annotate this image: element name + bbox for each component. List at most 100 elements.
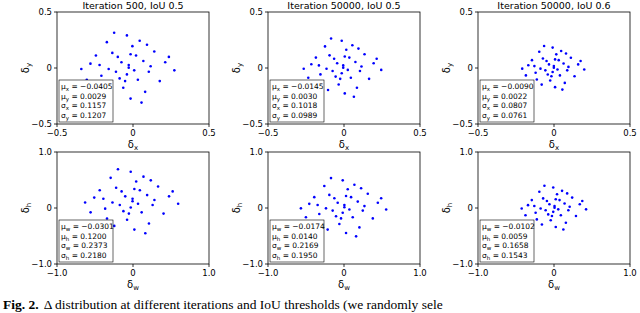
stats-text: σw = 0.1658 xyxy=(482,241,529,251)
point xyxy=(562,228,565,231)
x-axis-label: δw xyxy=(548,279,560,292)
point xyxy=(164,61,167,64)
point xyxy=(342,64,345,67)
stats-text: μx = −0.0145 xyxy=(272,82,324,92)
x-tick-label: 0 xyxy=(341,128,346,138)
point xyxy=(354,61,357,64)
stats-text: μh = 0.0059 xyxy=(482,232,528,242)
point xyxy=(366,192,369,195)
stats-box xyxy=(59,80,113,122)
point xyxy=(122,210,125,213)
stats-text: σx = 0.1157 xyxy=(61,101,107,111)
y-tick xyxy=(265,12,268,13)
x-tick-label: 0.5 xyxy=(413,128,427,138)
point xyxy=(543,45,546,48)
point xyxy=(567,66,570,69)
point xyxy=(330,37,333,40)
point xyxy=(127,64,130,67)
stats-text: σy = 0.0989 xyxy=(272,111,318,122)
point xyxy=(144,91,147,94)
point xyxy=(563,82,566,85)
stats-box xyxy=(270,80,324,122)
point xyxy=(533,65,536,68)
stats-text: μw = −0.0301 xyxy=(61,222,114,232)
point xyxy=(563,202,566,205)
point xyxy=(343,55,346,58)
y-tick-label: 1.0 xyxy=(249,147,263,157)
point xyxy=(330,177,333,180)
point xyxy=(138,39,141,42)
point xyxy=(328,194,331,197)
stats-text: μw = −0.0174 xyxy=(272,222,325,232)
point xyxy=(542,197,545,200)
point xyxy=(319,73,322,76)
y-tick-label: 1.0 xyxy=(38,147,52,157)
y-tick xyxy=(54,152,57,153)
point xyxy=(338,223,341,226)
point xyxy=(137,78,140,81)
y-axis-label: δy xyxy=(20,63,33,73)
point xyxy=(310,63,313,66)
point xyxy=(135,54,138,57)
stats-text: σh = 0.1543 xyxy=(482,251,528,261)
point xyxy=(541,223,544,226)
point xyxy=(566,192,569,195)
panel: −1.001.0−1.001.0δwδhμw = −0.0174μh = 0.0… xyxy=(231,147,427,292)
point xyxy=(171,190,174,193)
point xyxy=(531,199,534,202)
point xyxy=(543,185,546,188)
point xyxy=(115,70,118,73)
title: Iteration 50000, IoU 0.5 xyxy=(287,0,400,11)
point xyxy=(334,75,337,78)
point xyxy=(350,196,353,199)
point xyxy=(333,197,336,200)
point xyxy=(93,196,96,199)
point xyxy=(173,69,176,72)
point xyxy=(568,206,571,209)
point xyxy=(84,201,87,204)
point xyxy=(375,57,378,60)
point xyxy=(562,62,565,65)
y-tick-label: −0.5 xyxy=(31,119,52,129)
frame xyxy=(478,12,630,124)
point xyxy=(89,211,92,214)
y-tick xyxy=(265,152,268,153)
point xyxy=(554,226,557,229)
x-tick xyxy=(420,264,421,267)
x-tick-label: 0.5 xyxy=(202,128,216,138)
point xyxy=(581,200,584,203)
point xyxy=(307,76,310,79)
x-tick-label: −0.5 xyxy=(47,128,68,138)
y-tick-label: −1.0 xyxy=(452,259,473,269)
point xyxy=(120,190,123,193)
x-tick xyxy=(209,124,210,127)
point xyxy=(117,168,120,171)
x-tick-label: 1.0 xyxy=(413,268,427,278)
x-tick-label: 1.0 xyxy=(623,268,637,278)
point xyxy=(107,68,110,71)
x-tick xyxy=(268,264,269,267)
point xyxy=(95,54,98,57)
frame xyxy=(268,152,420,264)
point xyxy=(380,197,383,200)
point xyxy=(551,215,554,218)
x-tick-label: −1.0 xyxy=(258,268,279,278)
point xyxy=(335,215,338,218)
point xyxy=(351,44,354,47)
point xyxy=(545,60,548,63)
x-tick xyxy=(133,124,134,127)
point xyxy=(351,216,354,219)
point xyxy=(546,73,549,76)
y-tick-label: −0.5 xyxy=(452,119,473,129)
point xyxy=(360,187,363,190)
point xyxy=(380,69,383,72)
point xyxy=(111,201,114,204)
point xyxy=(554,198,557,201)
point xyxy=(346,188,349,191)
point xyxy=(318,213,321,216)
point xyxy=(527,64,530,67)
y-tick-label: 0.5 xyxy=(249,7,263,17)
point xyxy=(168,56,171,59)
point xyxy=(385,208,388,211)
point xyxy=(363,53,366,56)
